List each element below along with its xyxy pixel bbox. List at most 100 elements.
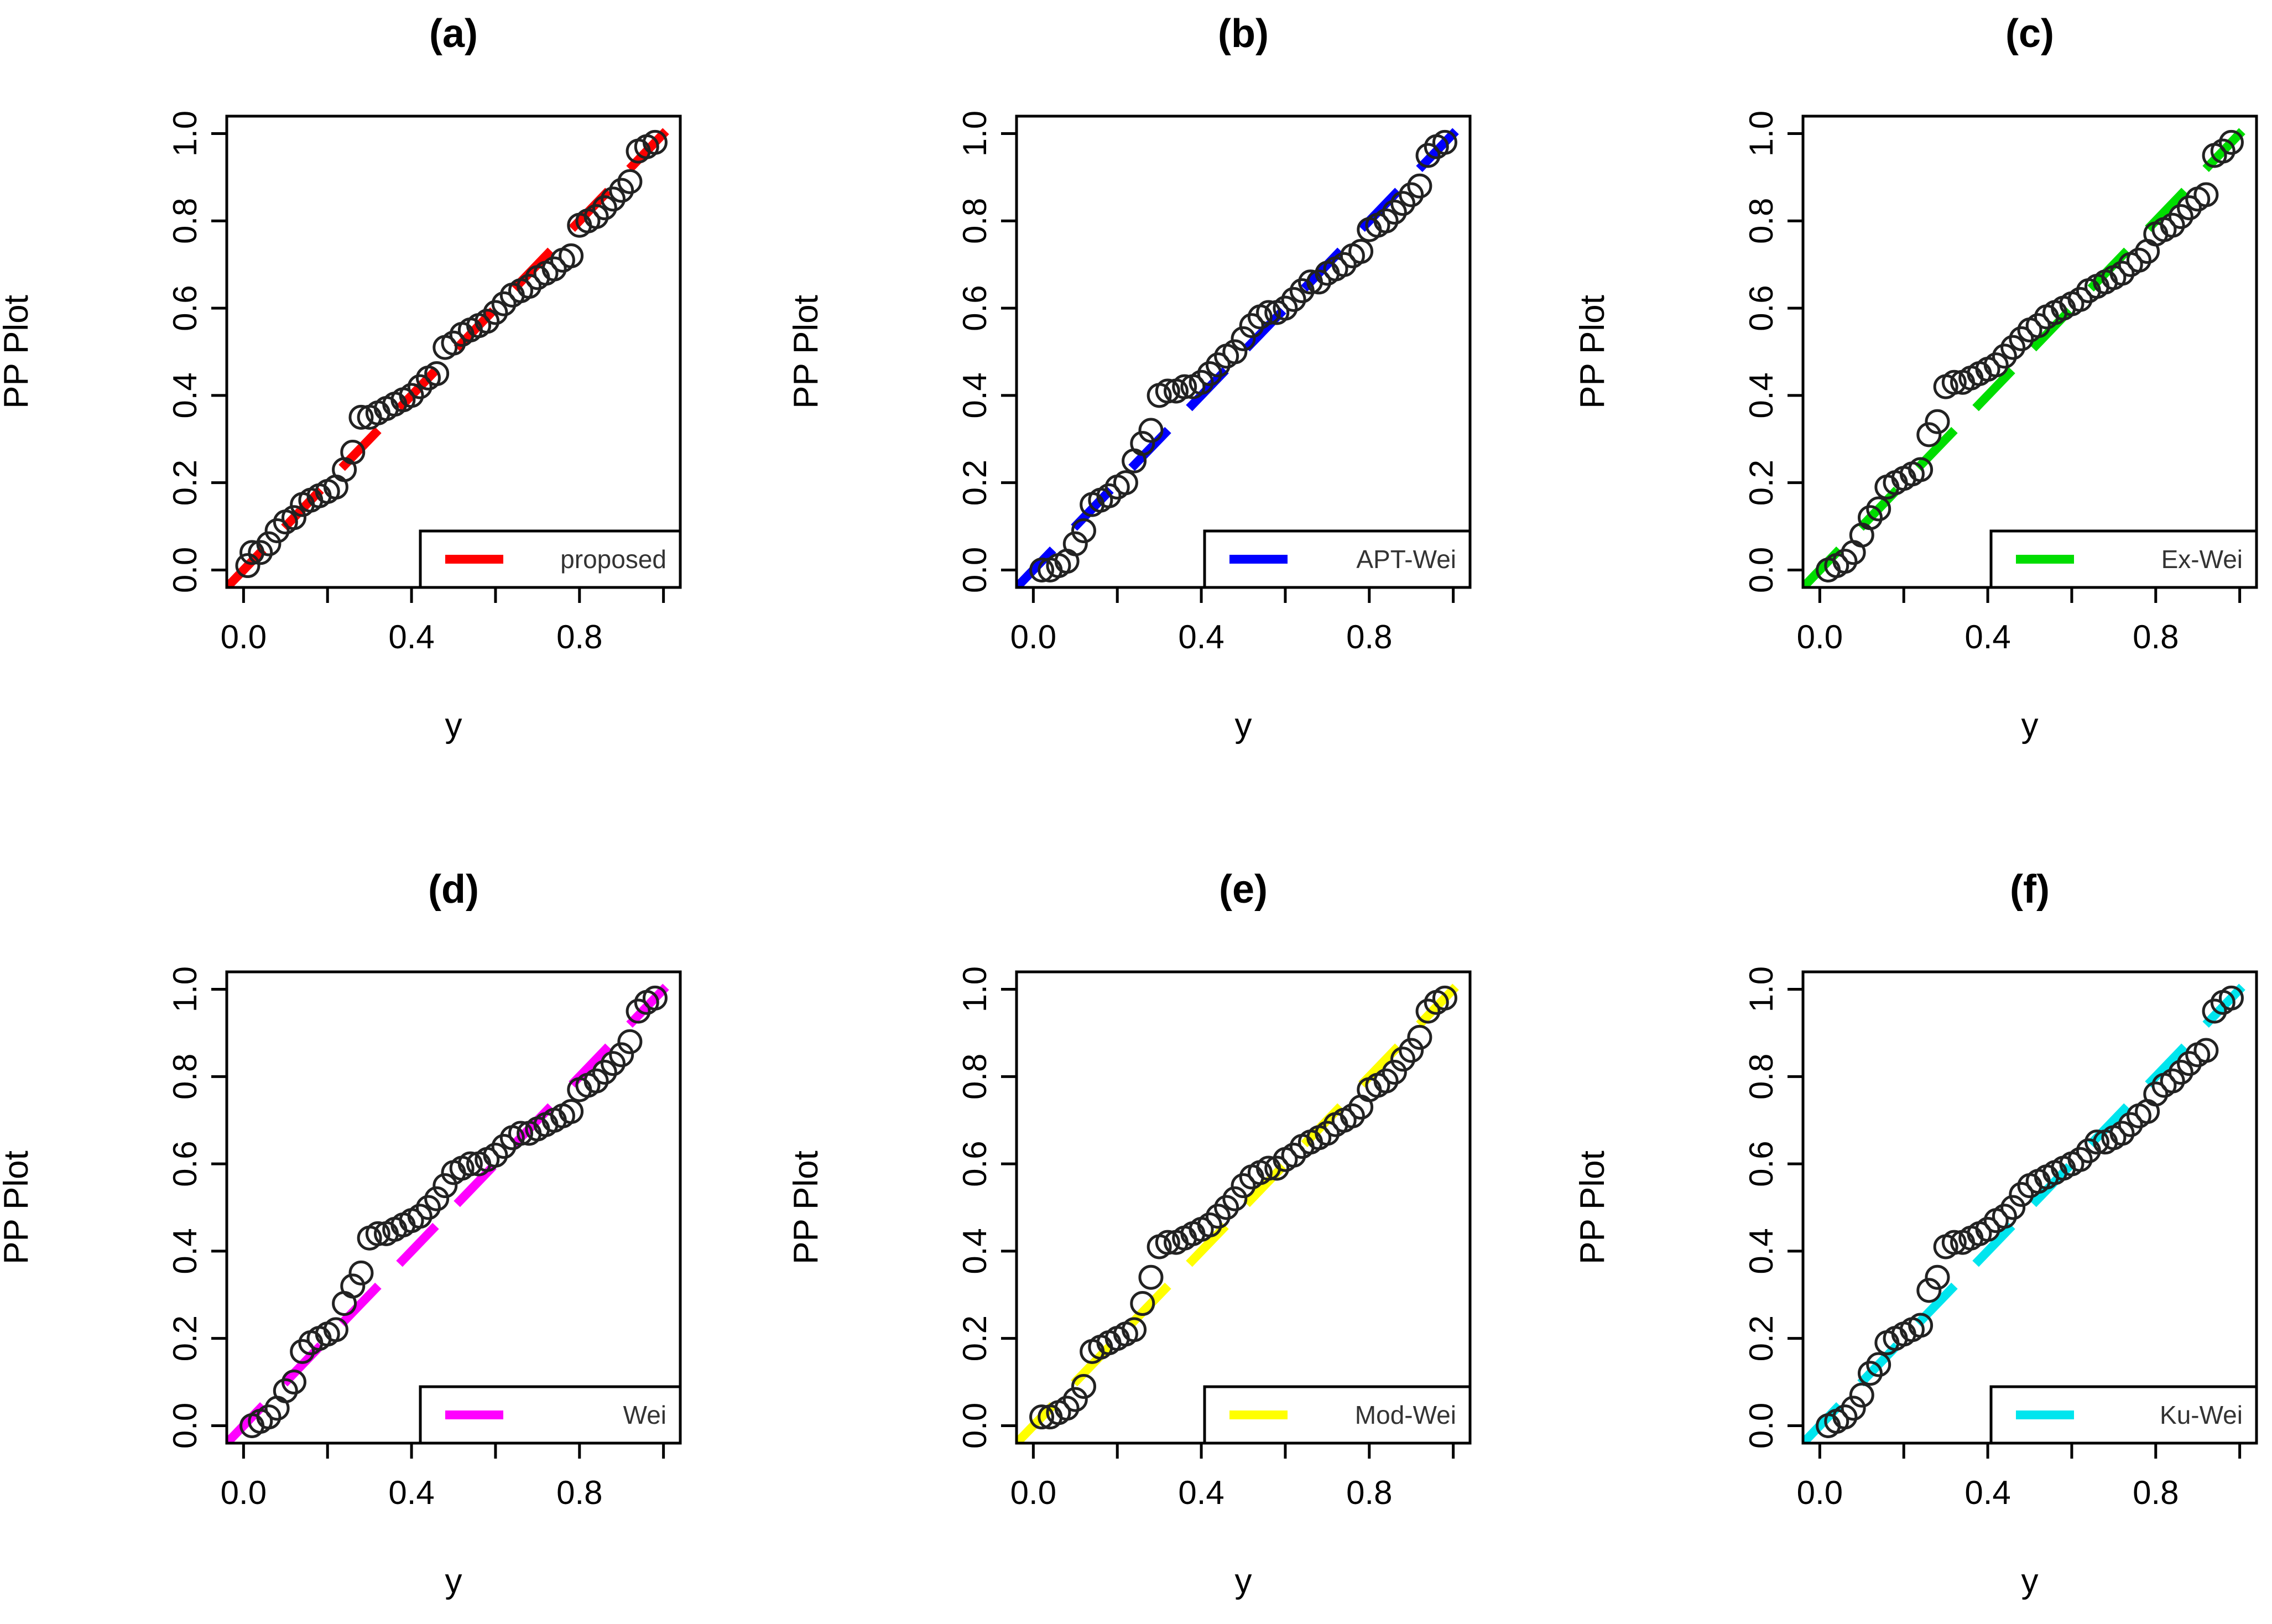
data-point bbox=[1832, 549, 1858, 574]
data-point bbox=[1029, 1404, 1055, 1430]
data-point bbox=[2168, 1059, 2193, 1085]
data-point bbox=[1348, 239, 1374, 264]
legend-label: APT-Wei bbox=[1356, 545, 1456, 574]
data-point bbox=[2168, 204, 2193, 229]
data-points bbox=[1029, 985, 1457, 1430]
data-point bbox=[1925, 1264, 1950, 1290]
reference-line bbox=[227, 972, 680, 1443]
panel-title: (e) bbox=[1219, 867, 1268, 912]
data-point bbox=[1941, 1230, 1967, 1255]
data-point bbox=[1205, 1204, 1231, 1229]
y-tick-label: 0.0 bbox=[166, 1403, 204, 1449]
data-point bbox=[601, 1051, 626, 1076]
y-axis-label: PP Plot bbox=[0, 295, 35, 409]
data-point bbox=[1231, 326, 1256, 351]
panel-d: (d) 0.0 0.4 0.8 0.0 0.2 0.4 0.6 0.8 1.0 y PP Plot We… bbox=[0, 867, 682, 1600]
data-point bbox=[583, 204, 609, 229]
y-tick-label: 0.0 bbox=[956, 1403, 993, 1449]
y-tick-label: 0.6 bbox=[166, 285, 204, 331]
x-tick-label: 0.0 bbox=[221, 618, 267, 655]
data-point bbox=[323, 1317, 348, 1342]
data-point bbox=[2067, 1147, 2093, 1172]
data-point bbox=[1983, 352, 2009, 378]
x-axis-label: y bbox=[445, 706, 462, 745]
data-point bbox=[1155, 1230, 1180, 1255]
data-point bbox=[290, 1339, 315, 1364]
x-tick-label: 0.0 bbox=[1010, 1474, 1056, 1511]
data-point bbox=[2009, 326, 2034, 351]
data-point bbox=[541, 256, 567, 282]
data-point bbox=[1382, 1059, 1407, 1085]
data-point bbox=[2109, 261, 2135, 286]
y-tick-label: 0.0 bbox=[1743, 547, 1780, 593]
data-point bbox=[1407, 1024, 1432, 1050]
y-axis-label: PP Plot bbox=[1573, 1151, 1612, 1264]
data-point bbox=[1096, 483, 1122, 508]
data-point bbox=[2160, 212, 2185, 238]
data-point bbox=[348, 1260, 374, 1285]
data-point bbox=[1908, 1313, 1934, 1338]
data-point bbox=[2000, 1195, 2026, 1220]
data-point bbox=[235, 553, 260, 579]
panel-f: (f) 0.0 0.4 0.8 0.0 0.2 0.4 0.6 0.8 1.0 y PP Plot Ku… bbox=[1573, 867, 2258, 1600]
data-point bbox=[2193, 1038, 2219, 1063]
data-point bbox=[1172, 374, 1197, 399]
data-point bbox=[1866, 496, 1891, 522]
data-point bbox=[1222, 339, 1248, 365]
data-point bbox=[1432, 985, 1457, 1011]
data-point bbox=[491, 1134, 517, 1159]
x-tick-label: 0.8 bbox=[1346, 1474, 1392, 1511]
y-tick-label: 0.8 bbox=[1743, 1054, 1780, 1100]
data-point bbox=[441, 330, 466, 356]
data-point bbox=[2193, 182, 2219, 207]
data-point bbox=[457, 1151, 483, 1177]
data-point bbox=[583, 1068, 609, 1094]
data-point bbox=[1857, 505, 1883, 530]
x-axis-label: y bbox=[1235, 1562, 1252, 1600]
panel-title: (a) bbox=[429, 12, 478, 56]
x-tick-label: 0.8 bbox=[2133, 1474, 2179, 1511]
y-axis-label: PP Plot bbox=[787, 1151, 825, 1264]
x-tick-label: 0.4 bbox=[388, 618, 434, 655]
data-point bbox=[1138, 418, 1164, 443]
data-points bbox=[235, 129, 668, 579]
data-point bbox=[2177, 1051, 2202, 1076]
y-axis-label: PP Plot bbox=[0, 1151, 35, 1264]
data-point bbox=[2218, 985, 2244, 1011]
data-point bbox=[2009, 1181, 2034, 1207]
x-tick-label: 0.0 bbox=[1010, 618, 1056, 655]
data-point bbox=[1432, 129, 1457, 155]
x-tick-label: 0.4 bbox=[1178, 618, 1224, 655]
data-point bbox=[2000, 335, 2026, 360]
data-point bbox=[559, 1099, 584, 1124]
data-point bbox=[1239, 313, 1264, 339]
data-point bbox=[1122, 1317, 1147, 1342]
data-points bbox=[1029, 129, 1457, 582]
y-tick-label: 0.6 bbox=[956, 1141, 993, 1186]
y-tick-label: 0.4 bbox=[166, 372, 204, 418]
legend-label: Mod-Wei bbox=[1355, 1401, 1456, 1429]
data-point bbox=[1264, 1155, 1290, 1181]
data-point bbox=[1331, 252, 1357, 277]
data-point bbox=[1925, 409, 1950, 434]
data-point bbox=[256, 1404, 282, 1430]
y-tick-label: 0.2 bbox=[166, 460, 204, 506]
y-tick-label: 0.2 bbox=[1743, 1315, 1780, 1361]
data-point bbox=[617, 1029, 643, 1054]
data-points bbox=[239, 985, 668, 1438]
data-point bbox=[1390, 191, 1416, 216]
data-point bbox=[483, 1142, 508, 1168]
data-point bbox=[601, 186, 626, 212]
data-point bbox=[1130, 431, 1155, 456]
x-tick-label: 0.8 bbox=[1346, 618, 1392, 655]
data-point bbox=[424, 361, 450, 386]
x-tick-label: 0.8 bbox=[556, 618, 602, 655]
data-point bbox=[2202, 998, 2227, 1024]
data-point bbox=[2067, 287, 2093, 312]
data-point bbox=[1054, 1396, 1080, 1421]
data-point bbox=[256, 531, 282, 556]
x-axis-label: y bbox=[445, 1562, 462, 1600]
data-point bbox=[1407, 173, 1432, 199]
data-point bbox=[1399, 182, 1424, 207]
